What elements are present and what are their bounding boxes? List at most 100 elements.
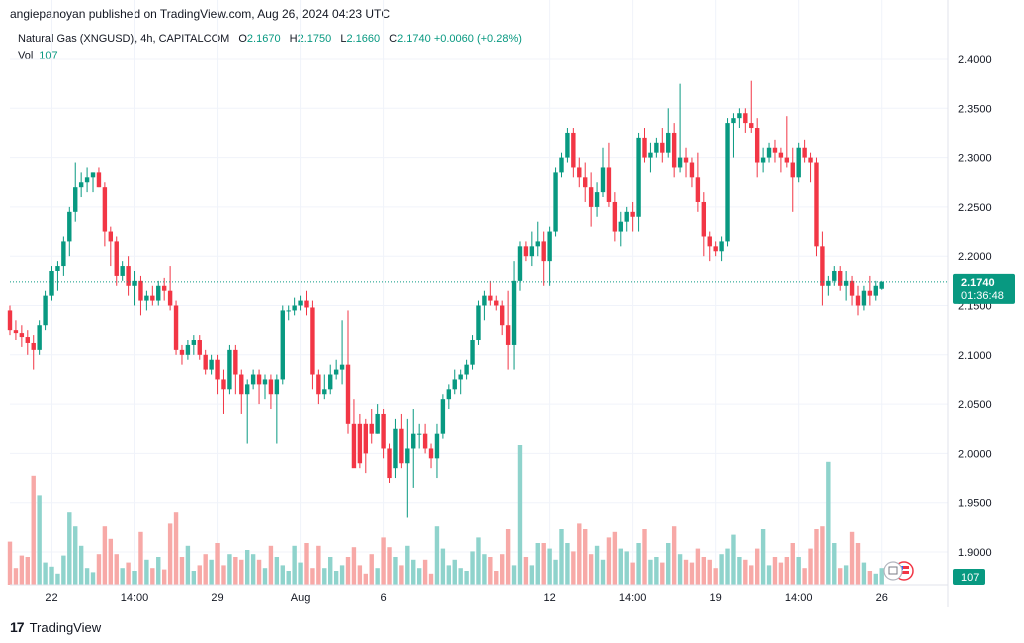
- price-tick-label: 2.3500: [958, 103, 992, 115]
- volume-bar: [215, 543, 220, 585]
- candle-body: [132, 280, 137, 286]
- candle-body: [820, 246, 825, 286]
- candle-body: [565, 132, 570, 158]
- volume-bar: [150, 568, 155, 585]
- candle-body: [707, 236, 712, 247]
- candle-body: [203, 354, 208, 370]
- candle-body: [399, 428, 404, 464]
- volume-bar: [636, 543, 641, 585]
- volume-bar: [612, 531, 618, 585]
- volume-bar: [701, 557, 707, 585]
- candle-body: [245, 384, 250, 395]
- candle-body: [179, 349, 185, 355]
- volume-bar: [707, 559, 712, 585]
- volume-bar: [322, 568, 327, 585]
- open-label: O: [238, 33, 247, 45]
- candle-body: [422, 433, 428, 449]
- time-tick-label: 19: [710, 592, 722, 604]
- volume-badge-bg: [953, 569, 985, 585]
- candle-body: [535, 241, 540, 247]
- volume-bar: [280, 565, 285, 585]
- candle-body: [642, 137, 647, 158]
- candle-body: [221, 379, 226, 390]
- volume-bar: [624, 551, 629, 585]
- candle-body: [476, 305, 481, 341]
- candle-body: [7, 310, 13, 331]
- candle-body: [286, 310, 291, 312]
- volume-bar: [820, 526, 825, 585]
- candle-body: [144, 295, 149, 301]
- volume-bar: [499, 554, 505, 585]
- candle-body: [547, 231, 552, 262]
- candle-body: [274, 379, 280, 395]
- candle-body: [677, 157, 683, 168]
- volume-bar: [221, 565, 226, 585]
- footer-brand[interactable]: TradingView: [29, 619, 102, 635]
- time-tick-label: 14:00: [121, 592, 149, 604]
- volume-bar: [173, 512, 179, 585]
- volume-bar: [618, 548, 623, 585]
- candle-body: [523, 246, 529, 257]
- volume-bar: [660, 562, 665, 585]
- candle-body: [31, 342, 36, 350]
- volume-bar: [387, 547, 392, 585]
- volume-bar: [689, 562, 695, 585]
- volume-bar: [654, 557, 659, 585]
- candle-body: [161, 285, 167, 291]
- volume-bar: [861, 562, 867, 585]
- volume-bar: [760, 529, 766, 585]
- candle-body: [25, 337, 30, 343]
- candle-body: [671, 132, 677, 168]
- volume-bar: [49, 566, 54, 585]
- candle-body: [760, 157, 766, 163]
- candle-body: [375, 413, 380, 434]
- candle-body: [814, 162, 819, 247]
- candle-body: [654, 142, 659, 153]
- candle-body: [778, 152, 784, 158]
- volume-bar: [826, 461, 831, 585]
- candle-body: [849, 280, 855, 296]
- volume-bar: [683, 559, 689, 585]
- symbol-name[interactable]: Natural Gas (XNGUSD), 4h, CAPITALCOM: [18, 33, 230, 45]
- volume-bar: [197, 565, 202, 585]
- volume-bar: [838, 568, 843, 585]
- volume-bar: [849, 531, 855, 585]
- tradingview-logo-icon[interactable]: 17: [10, 619, 25, 635]
- calendar-icon[interactable]: [883, 561, 903, 581]
- volume-bar: [357, 565, 363, 585]
- change-value: +0.0060 (+0.28%): [433, 33, 522, 45]
- candle-body: [577, 167, 582, 178]
- volume-bar: [375, 568, 380, 585]
- volume-bar: [405, 545, 410, 585]
- price-tick-label: 1.9000: [958, 547, 992, 559]
- volume-bar: [114, 554, 119, 585]
- volume-bar: [713, 568, 718, 585]
- volume-bar: [268, 545, 274, 585]
- candle-body: [766, 147, 772, 158]
- volume-bar: [96, 554, 102, 585]
- candle-body: [49, 270, 54, 296]
- candle-body: [612, 201, 618, 232]
- volume-bar: [411, 559, 416, 585]
- candle-body: [553, 172, 558, 232]
- volume-bar: [67, 512, 72, 585]
- candle-body: [517, 246, 523, 281]
- volume-bar: [132, 571, 137, 585]
- candle-body: [233, 349, 238, 375]
- candle-body: [43, 295, 48, 326]
- candle-body: [369, 423, 374, 434]
- volume-bar: [832, 543, 837, 585]
- candle-body: [784, 157, 790, 163]
- price-tick-label: 2.0000: [958, 448, 992, 460]
- candle-body: [411, 433, 416, 449]
- candle-body: [499, 305, 505, 326]
- candle-body: [505, 325, 511, 345]
- volume-bar: [274, 557, 280, 585]
- candle-body: [393, 428, 398, 469]
- price-tick-label: 2.2000: [958, 251, 992, 263]
- candle-body: [571, 132, 576, 168]
- candle-body: [102, 187, 108, 232]
- volume-bar: [434, 526, 440, 585]
- last-price-badge: 2.1740 01:36:48: [953, 273, 1015, 304]
